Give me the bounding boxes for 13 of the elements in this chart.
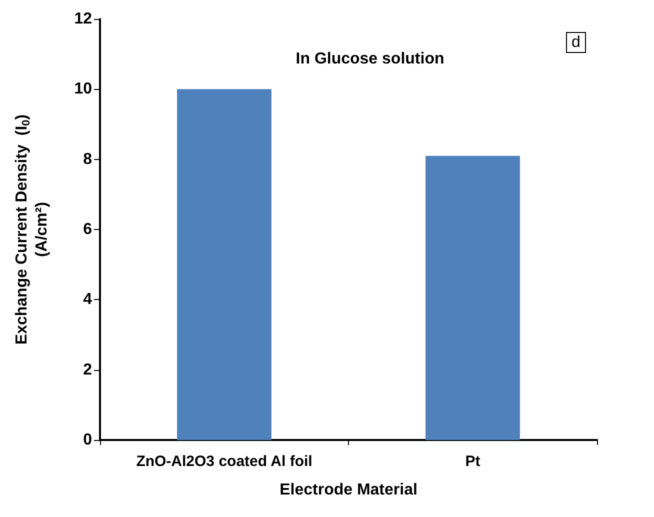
y-tick-label: 10 xyxy=(74,80,92,98)
y-tick-label: 4 xyxy=(83,291,92,308)
y-tick-label: 8 xyxy=(83,150,92,168)
y-tick-label: 6 xyxy=(83,221,92,238)
x-axis-title: Electrode Material xyxy=(280,482,418,498)
y-tick-label: 12 xyxy=(74,10,92,28)
text: Exchange Current Density (I0) (A/cm²) xyxy=(14,114,50,345)
annotation: d xyxy=(572,34,580,51)
x-tick-label: ZnO-Al2O3 coated Al foil xyxy=(136,453,312,470)
x-tick-label: Pt xyxy=(465,453,480,470)
text: In Glucose solution xyxy=(296,50,444,68)
y-tick-label: 0 xyxy=(83,432,92,448)
y-tick-label: 2 xyxy=(83,361,92,378)
